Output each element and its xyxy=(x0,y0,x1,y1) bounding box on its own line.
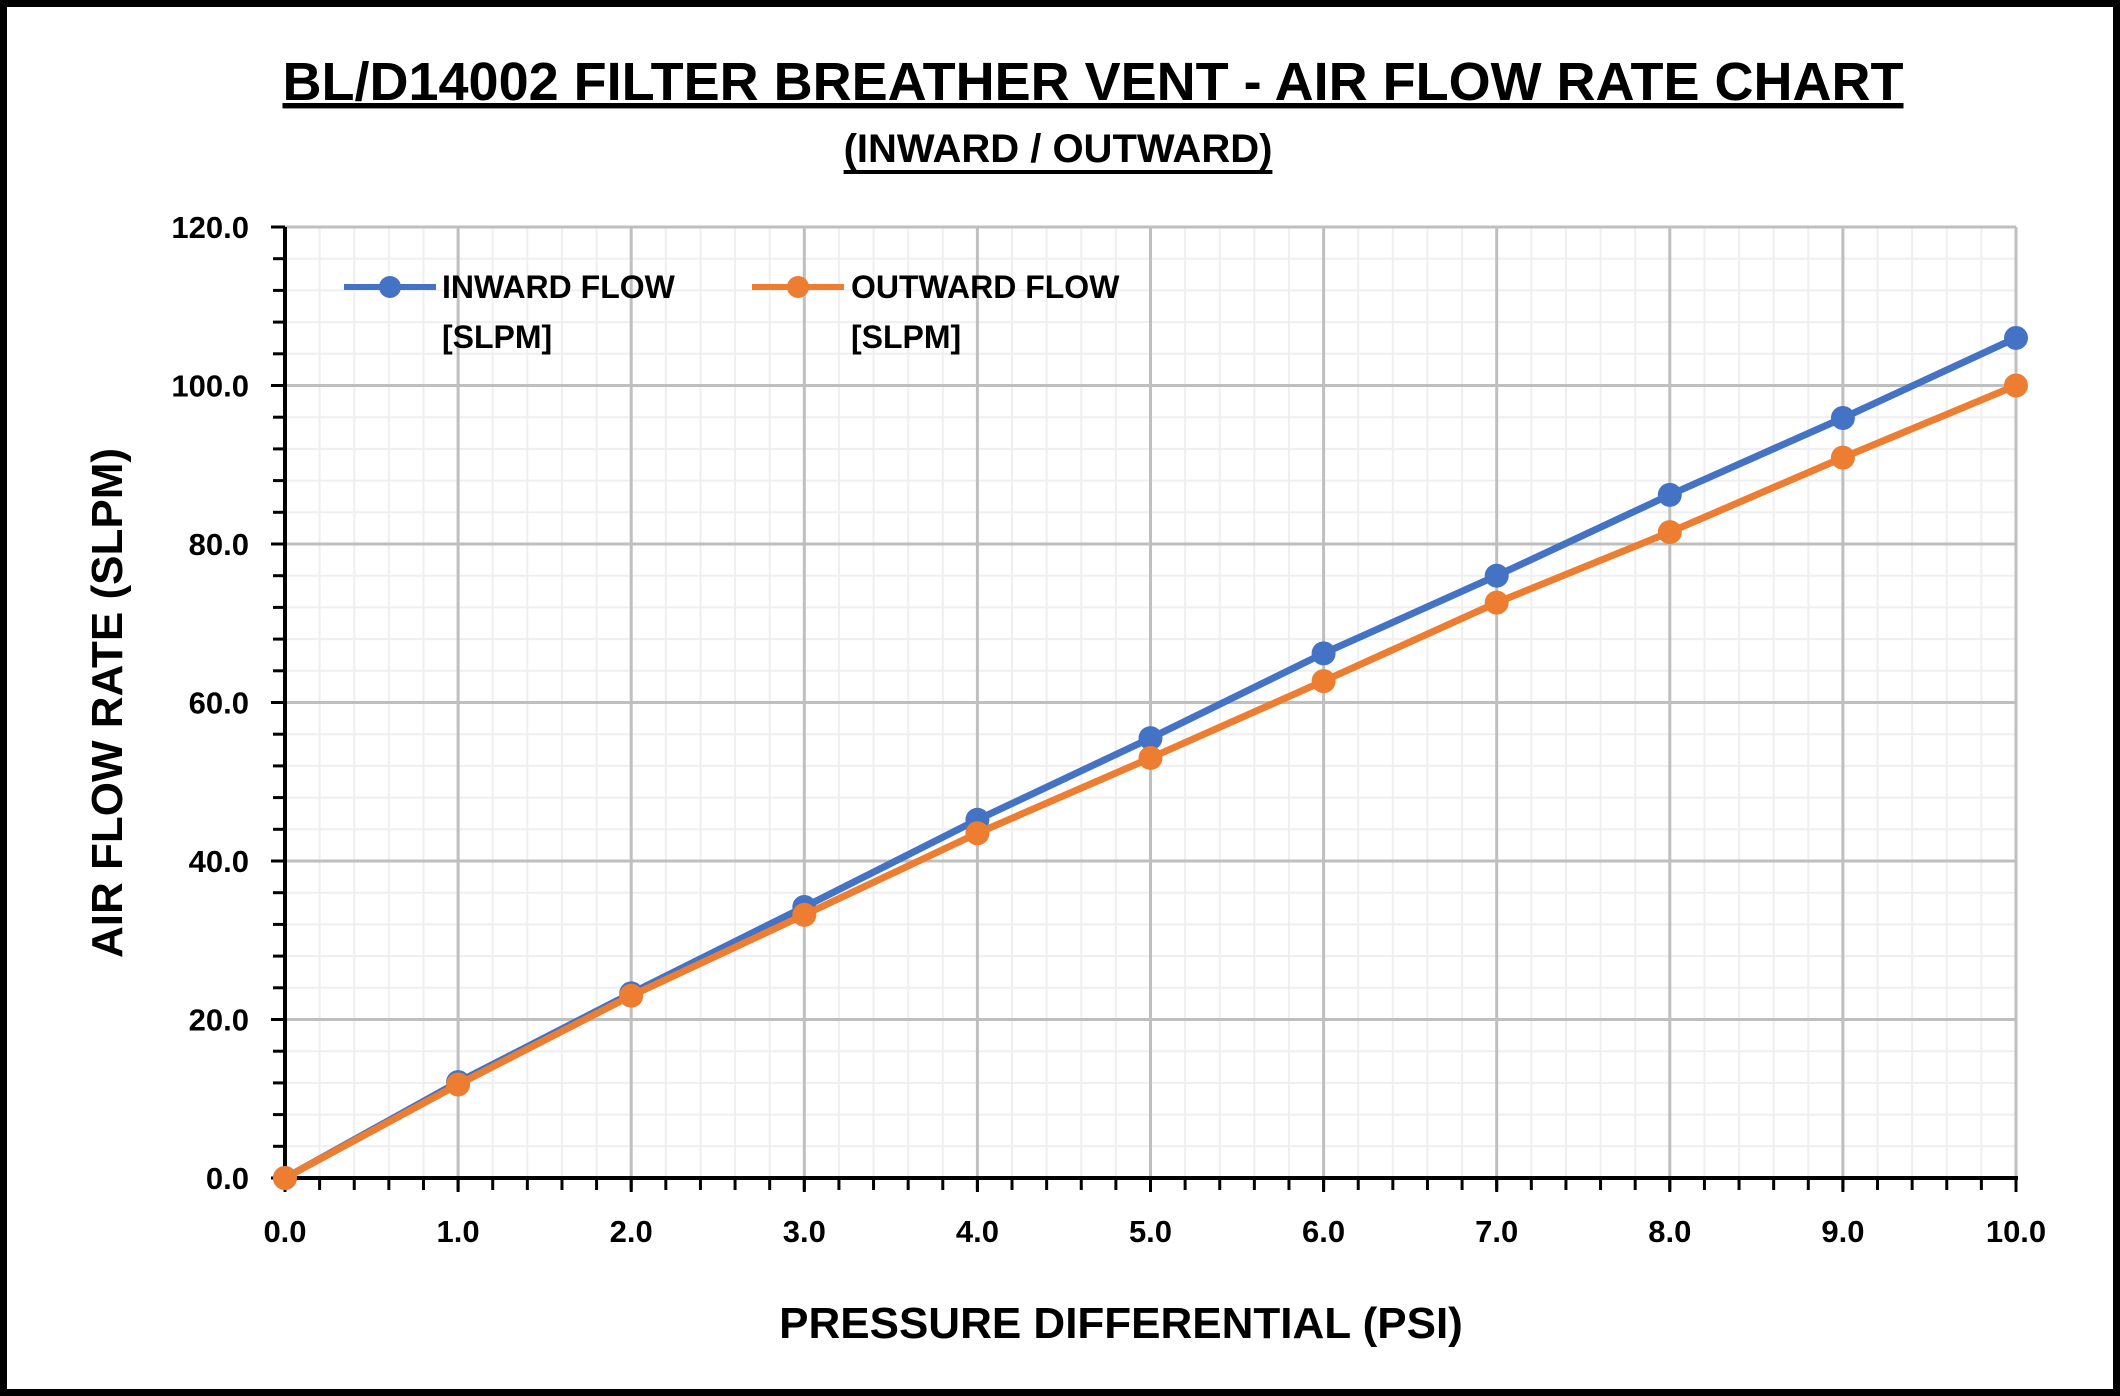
x-tick-label: 8.0 xyxy=(1648,1214,1691,1249)
data-point-inward xyxy=(1138,726,1163,751)
legend-unit-outward: [SLPM] xyxy=(851,319,961,355)
data-point-outward xyxy=(1311,669,1336,694)
data-point-outward xyxy=(965,821,990,846)
data-point-outward xyxy=(1830,445,1855,470)
legend-marker-inward xyxy=(379,276,401,298)
series-outward xyxy=(273,373,2028,1190)
data-point-outward xyxy=(1657,520,1682,545)
data-point-inward xyxy=(1830,405,1855,430)
x-tick-label: 3.0 xyxy=(783,1214,826,1249)
y-tick-label: 100.0 xyxy=(171,369,249,404)
chart-title: BL/D14002 FILTER BREATHER VENT - AIR FLO… xyxy=(282,52,1903,112)
x-axis-title: PRESSURE DIFFERENTIAL (PSI) xyxy=(779,1299,1463,1348)
legend: INWARD FLOW [SLPM] OUTWARD FLOW [SLPM] xyxy=(344,269,1120,355)
x-axis-ticks: 0.0 1.0 2.0 3.0 4.0 5.0 6.0 7.0 8.0 9.0 10.0 xyxy=(263,1178,2046,1249)
x-tick-label: 6.0 xyxy=(1302,1214,1345,1249)
data-point-inward xyxy=(2004,325,2028,350)
legend-label-inward: INWARD FLOW xyxy=(442,269,676,305)
chart-subtitle: (INWARD / OUTWARD) xyxy=(844,127,1273,171)
data-point-outward xyxy=(273,1166,297,1190)
x-tick-label: 1.0 xyxy=(437,1214,480,1249)
legend-label-outward: OUTWARD FLOW xyxy=(851,269,1120,305)
data-point-outward xyxy=(1484,590,1509,615)
data-point-inward xyxy=(1657,482,1682,507)
x-tick-label: 10.0 xyxy=(1986,1214,2046,1249)
series-layer xyxy=(273,325,2028,1190)
x-tick-label: 0.0 xyxy=(263,1214,306,1249)
x-tick-label: 7.0 xyxy=(1475,1214,1518,1249)
y-tick-label: 60.0 xyxy=(189,686,249,721)
data-point-outward xyxy=(446,1072,471,1097)
legend-marker-outward xyxy=(787,276,809,298)
data-point-outward xyxy=(792,902,817,927)
x-tick-label: 5.0 xyxy=(1129,1214,1172,1249)
y-tick-label: 80.0 xyxy=(189,527,249,562)
data-point-outward xyxy=(1138,745,1163,770)
data-point-outward xyxy=(2004,373,2028,398)
y-axis-title: AIR FLOW RATE (SLPM) xyxy=(83,448,132,958)
data-point-inward xyxy=(1311,641,1336,666)
y-axis-ticks: 0.0 20.0 40.0 60.0 80.0 100.0 120.0 xyxy=(171,210,285,1196)
y-tick-label: 40.0 xyxy=(189,844,249,879)
y-tick-label: 20.0 xyxy=(189,1003,249,1038)
y-tick-label: 0.0 xyxy=(206,1161,249,1196)
legend-unit-inward: [SLPM] xyxy=(442,319,552,355)
x-tick-label: 2.0 xyxy=(610,1214,653,1249)
data-point-outward xyxy=(619,983,644,1008)
data-point-inward xyxy=(1484,563,1509,588)
x-tick-label: 4.0 xyxy=(956,1214,999,1249)
y-tick-label: 120.0 xyxy=(171,210,249,245)
legend-item-outward: OUTWARD FLOW [SLPM] xyxy=(752,269,1120,355)
x-tick-label: 9.0 xyxy=(1821,1214,1864,1249)
legend-item-inward: INWARD FLOW [SLPM] xyxy=(344,269,676,355)
